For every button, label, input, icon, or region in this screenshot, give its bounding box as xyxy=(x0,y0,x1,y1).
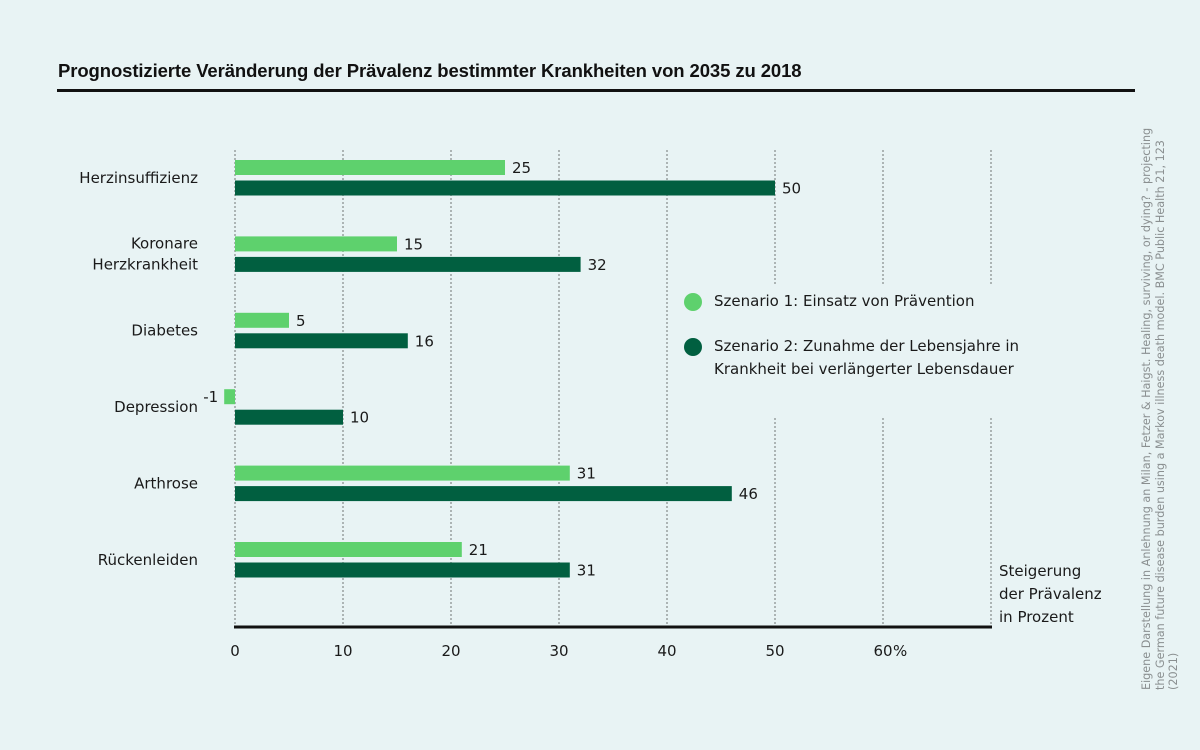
data-label: 10 xyxy=(350,409,369,427)
x-unit-label: % xyxy=(893,642,907,660)
data-label: -1 xyxy=(203,388,218,406)
data-label: 25 xyxy=(512,159,531,177)
x-tick-label: 0 xyxy=(230,642,240,660)
bar-scenario-1 xyxy=(224,389,235,405)
bar-scenario-2 xyxy=(235,256,581,272)
legend-item-scenario-1: Szenario 1: Einsatz von Prävention xyxy=(684,290,1064,313)
legend-background xyxy=(672,284,1067,418)
data-label: 5 xyxy=(296,312,306,330)
legend-label: Szenario 2: Zunahme der Lebensjahre in K… xyxy=(714,337,1020,378)
x-axis-title-line: der Prävalenz xyxy=(999,585,1102,603)
chart-title: Prognostizierte Veränderung der Prävalen… xyxy=(58,60,802,81)
category-label: Depression xyxy=(114,398,198,416)
x-tick-label: 40 xyxy=(657,642,676,660)
data-label: 50 xyxy=(782,180,801,198)
title-divider xyxy=(57,89,1135,92)
bar-scenario-1 xyxy=(235,465,570,481)
x-axis-title: Steigerung der Prävalenz in Prozent xyxy=(999,560,1129,629)
data-label: 32 xyxy=(588,256,607,274)
x-tick-label: 20 xyxy=(441,642,460,660)
category-label: Diabetes xyxy=(131,322,198,340)
legend-swatch-icon xyxy=(684,293,702,311)
bar-scenario-2 xyxy=(235,180,775,196)
data-label: 21 xyxy=(469,541,488,559)
legend-label: Szenario 1: Einsatz von Prävention xyxy=(714,292,975,310)
bar-scenario-2 xyxy=(235,562,570,578)
x-tick-label: 50 xyxy=(765,642,784,660)
bar-scenario-1 xyxy=(235,160,505,175)
x-axis-title-line: Steigerung xyxy=(999,562,1082,580)
data-label: 31 xyxy=(577,465,596,483)
x-tick-labels: 0 10 20 30 40 50 60 xyxy=(230,642,892,660)
bars xyxy=(224,160,775,578)
data-label: 46 xyxy=(739,485,758,503)
data-label: 31 xyxy=(577,562,596,580)
category-label: Herzinsuffizienz xyxy=(79,169,198,187)
category-label: Herzkrankheit xyxy=(92,256,198,274)
category-label: Rückenleiden xyxy=(98,551,198,569)
bar-scenario-1 xyxy=(235,236,397,252)
legend: Szenario 1: Einsatz von Prävention Szena… xyxy=(684,290,1064,381)
bar-scenario-1 xyxy=(235,542,462,557)
x-tick-label: 30 xyxy=(549,642,568,660)
x-tick-label: 10 xyxy=(333,642,352,660)
x-tick-label: 60 xyxy=(873,642,892,660)
value-labels: 25 50 15 32 5 16 -1 10 31 46 21 31 xyxy=(203,159,801,580)
category-label: Koronare xyxy=(131,235,198,253)
category-label: Arthrose xyxy=(134,474,198,492)
legend-swatch-icon xyxy=(684,338,702,356)
bar-scenario-1 xyxy=(235,312,289,328)
source-note: Eigene Darstellung in Anlehnung an Milan… xyxy=(1140,127,1180,690)
bar-scenario-2 xyxy=(235,333,408,349)
category-labels: Herzinsuffizienz Koronare Herzkrankheit Dia… xyxy=(79,169,198,569)
bar-scenario-2 xyxy=(235,409,343,425)
x-axis-title-line: in Prozent xyxy=(999,608,1074,626)
legend-item-scenario-2: Szenario 2: Zunahme der Lebensjahre in K… xyxy=(684,335,1054,381)
data-label: 15 xyxy=(404,235,423,253)
data-label: 16 xyxy=(415,332,434,350)
bar-scenario-2 xyxy=(235,486,732,502)
